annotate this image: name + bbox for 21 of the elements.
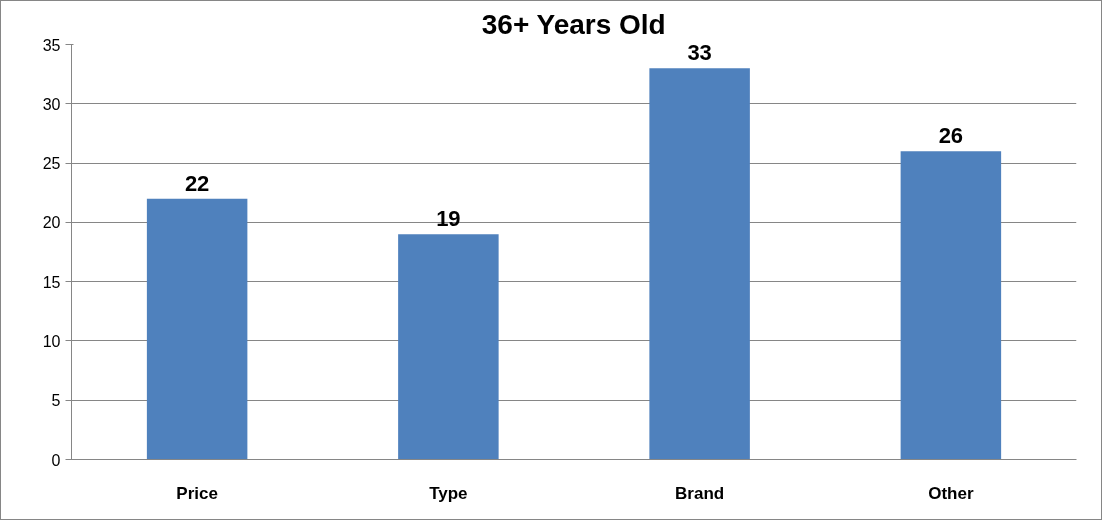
y-tick-label: 35 <box>42 36 61 54</box>
data-label: 33 <box>687 40 712 66</box>
y-tick-label: 20 <box>42 214 61 232</box>
x-tick-label: Brand <box>675 483 725 503</box>
data-label: 22 <box>184 170 210 196</box>
y-tick-label: 0 <box>51 451 61 469</box>
data-label: 19 <box>436 206 461 232</box>
chart-title: 36+ Years Old <box>481 8 666 40</box>
x-tick-label: Type <box>429 483 468 503</box>
bar <box>398 234 499 460</box>
y-tick-label: 30 <box>42 95 61 113</box>
bar <box>146 198 248 460</box>
x-tick-label: Other <box>928 483 974 503</box>
y-tick-label: 15 <box>42 273 61 291</box>
bar <box>900 151 1002 460</box>
y-tick-label: 10 <box>42 332 61 350</box>
y-tick-label: 25 <box>42 155 61 173</box>
x-tick-label: Price <box>176 483 218 503</box>
data-label: 26 <box>938 123 964 149</box>
y-tick-label: 5 <box>51 392 61 410</box>
bar <box>649 68 750 460</box>
